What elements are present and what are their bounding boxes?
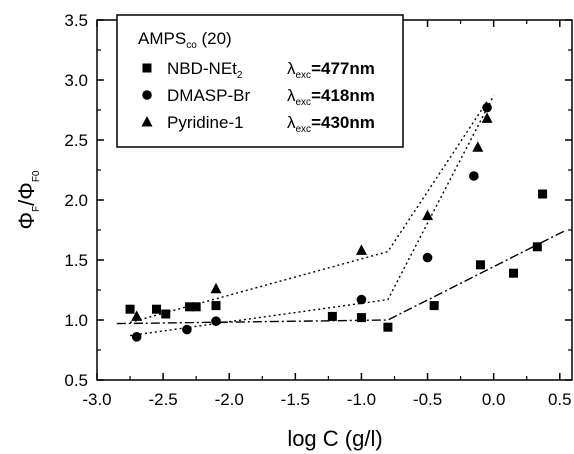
- data-point-circle: [182, 324, 192, 335]
- data-point-square: [475, 260, 485, 270]
- y-axis-title: ΦF/ΦF0: [14, 170, 42, 229]
- x-tick-label: -0.5: [413, 390, 442, 409]
- data-point-square: [161, 309, 171, 319]
- data-point-square: [356, 313, 366, 323]
- x-tick-label: -1.0: [347, 390, 376, 409]
- data-point-triangle: [355, 244, 367, 255]
- fit-line: [116, 229, 567, 325]
- legend-marker-square: [142, 63, 152, 73]
- x-tick-label: -2.0: [215, 390, 244, 409]
- y-tick-label: 1.5: [64, 251, 88, 270]
- axes: -3.0 -2.5 -2.0 -1.5 -1.0 -0.5 0.0 0.5 0.5 1.0 1.5 2…: [64, 11, 573, 409]
- legend-excitation: λexc=430nm: [287, 113, 375, 135]
- legend-title: AMPSco (20): [138, 29, 232, 51]
- legend-series-name: NBD-NEt2: [167, 59, 243, 81]
- y-tick-label: 3.5: [64, 11, 88, 30]
- legend: AMPSco (20) NBD-NEt2 λexc=477nm DMASP-Br λex…: [116, 14, 404, 148]
- legend-excitation: λexc=418nm: [287, 86, 375, 108]
- data-point-square: [125, 304, 135, 314]
- data-point-circle: [211, 316, 221, 327]
- x-tick-label: -3.0: [82, 390, 111, 409]
- data-point-square: [509, 268, 518, 278]
- data-point-triangle: [481, 112, 493, 123]
- axis-titles: log C (g/l) ΦF/ΦF0: [14, 170, 383, 451]
- legend-excitation: λexc=477nm: [287, 59, 375, 81]
- data-point-triangle: [472, 141, 484, 152]
- x-tick-label: -1.5: [281, 390, 310, 409]
- data-point-square: [538, 189, 548, 199]
- y-tick-label: 2.5: [64, 131, 88, 150]
- data-point-square: [383, 322, 393, 332]
- y-tick-label: 2.0: [64, 191, 88, 210]
- data-point-square: [532, 242, 542, 252]
- x-axis-title: log C (g/l): [287, 426, 382, 451]
- data-point-square: [185, 302, 195, 312]
- legend-box: [116, 14, 404, 148]
- data-point-square: [327, 311, 337, 321]
- data-point-circle: [131, 332, 142, 342]
- data-point-circle: [482, 102, 492, 113]
- data-point-triangle: [131, 310, 143, 321]
- legend-series-name: DMASP-Br: [167, 86, 250, 105]
- legend-marker-circle: [142, 90, 152, 100]
- data-point-square: [211, 301, 221, 311]
- legend-marker-triangle: [141, 116, 153, 127]
- data-point-square: [191, 302, 201, 312]
- x-tick-label: -2.5: [148, 390, 177, 409]
- data-point-circle: [422, 252, 433, 263]
- data-point-circle: [469, 171, 479, 181]
- y-tick-label: 3.0: [64, 71, 88, 90]
- legend-series-name: Pyridine-1: [167, 113, 244, 132]
- y-tick-label: 0.5: [64, 371, 88, 390]
- data-points: [125, 102, 548, 342]
- y-tick-label: 1.0: [64, 311, 88, 330]
- data-point-triangle: [422, 209, 434, 221]
- data-point-square: [429, 301, 439, 311]
- data-point-circle: [356, 294, 367, 305]
- data-point-triangle: [210, 282, 222, 294]
- x-tick-label: 0.0: [482, 390, 506, 409]
- data-point-square: [152, 304, 161, 314]
- x-tick-label: 0.5: [548, 390, 572, 409]
